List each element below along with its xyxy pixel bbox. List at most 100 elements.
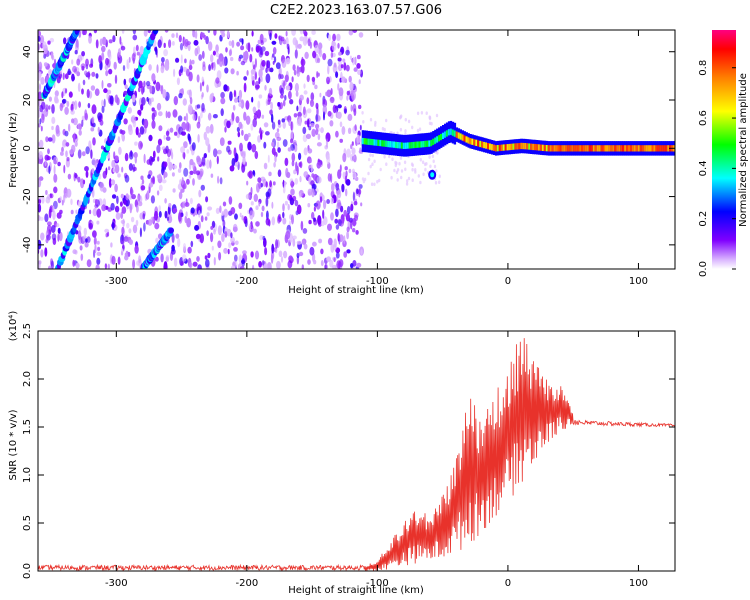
noise-speckle [128, 239, 133, 245]
noise-speckle [134, 155, 137, 164]
signal-band-core [551, 145, 554, 152]
noise-speckle [91, 168, 95, 174]
faint-speckle [421, 160, 425, 164]
noise-speckle [97, 112, 102, 121]
noise-speckle [258, 49, 263, 58]
noise-speckle [163, 135, 166, 140]
faint-speckle [390, 175, 393, 180]
noise-speckle [306, 133, 311, 140]
noise-speckle [215, 52, 220, 58]
noise-speckle [53, 173, 58, 183]
noise-speckle [117, 256, 121, 265]
noise-speckle [299, 94, 304, 101]
spectrogram-x-label: Height of straight line (km) [288, 285, 424, 296]
noise-speckle [325, 91, 328, 97]
noise-speckle [87, 70, 90, 80]
noise-speckle [126, 59, 129, 69]
noise-speckle [146, 190, 150, 200]
noise-speckle [112, 168, 115, 173]
noise-speckle [163, 261, 168, 269]
noise-speckle [231, 157, 236, 167]
signal-band-core [481, 141, 484, 148]
noise-speckle [75, 262, 80, 269]
spectrogram-y-ticks: -40 -20 0 20 40 [22, 45, 675, 253]
noise-speckle [53, 164, 56, 175]
noise-speckle [110, 202, 115, 211]
noise-speckle [352, 30, 358, 33]
signal-blob-core [430, 172, 435, 178]
noise-speckle [261, 205, 265, 212]
signal-band-core [633, 145, 637, 152]
noise-speckle [158, 111, 163, 117]
signal-band-core [510, 143, 513, 150]
noise-speckle [91, 71, 96, 77]
noise-speckle [210, 232, 214, 243]
colorbar: 0.0 0.2 0.4 0.6 0.8 Normalized spectral ampl… [698, 30, 749, 277]
noise-speckle [278, 250, 283, 258]
snr-y-label: SNR (10 * v/v) [8, 409, 19, 480]
noise-speckle [94, 199, 98, 205]
snr-x-label: Height of straight line (km) [288, 585, 424, 596]
noise-speckle [348, 168, 352, 174]
noise-speckle [143, 222, 146, 232]
noise-speckle [107, 231, 110, 237]
noise-speckle [89, 63, 94, 68]
noise-speckle [304, 120, 308, 125]
noise-speckle [150, 195, 155, 204]
noise-speckle [84, 166, 89, 172]
noise-speckle [339, 138, 344, 143]
noise-speckle [262, 37, 267, 43]
noise-speckle [118, 146, 122, 155]
signal-band-core [606, 145, 609, 152]
faint-speckle [369, 153, 372, 157]
noise-speckle [230, 207, 236, 215]
noise-speckle [181, 88, 184, 93]
noise-speckle [91, 104, 97, 115]
noise-speckle [265, 197, 269, 207]
noise-speckle [280, 36, 285, 42]
noise-speckle [351, 147, 356, 155]
noise-speckle [316, 161, 321, 169]
noise-speckle [347, 113, 353, 121]
noise-speckle [268, 171, 272, 177]
noise-speckle [273, 162, 276, 168]
noise-speckle [254, 71, 257, 81]
noise-speckle [235, 152, 238, 163]
noise-speckle [61, 141, 67, 148]
signal-band-core [489, 143, 492, 150]
noise-speckle [96, 251, 102, 256]
faint-speckle [396, 178, 399, 182]
noise-speckle [124, 152, 129, 162]
faint-speckle [385, 118, 388, 123]
noise-speckle [239, 142, 243, 152]
faint-speckle [374, 123, 377, 127]
noise-speckle [216, 58, 221, 65]
noise-speckle [60, 151, 64, 156]
noise-speckle [356, 188, 359, 195]
noise-speckle [187, 43, 191, 52]
noise-speckle [77, 82, 81, 93]
noise-speckle [300, 64, 305, 74]
noise-speckle [200, 31, 204, 38]
noise-speckle [186, 41, 192, 46]
noise-speckle [326, 154, 331, 164]
noise-speckle [290, 180, 294, 188]
noise-speckle [82, 30, 87, 36]
noise-speckle [114, 183, 118, 193]
signal-band-core [494, 145, 498, 152]
noise-speckle [167, 205, 171, 215]
noise-speckle [302, 126, 307, 135]
signal-band-core [549, 145, 553, 152]
noise-speckle [265, 73, 271, 84]
noise-speckle [218, 251, 222, 261]
noise-speckle [178, 212, 182, 222]
noise-speckle [164, 63, 170, 71]
noise-speckle [82, 79, 86, 86]
noise-speckle [296, 105, 299, 112]
noise-speckle [152, 150, 156, 159]
noise-speckle [330, 173, 333, 183]
noise-speckle [280, 256, 284, 263]
noise-speckle [345, 188, 348, 197]
noise-speckle [93, 236, 97, 246]
noise-speckle [338, 87, 344, 97]
